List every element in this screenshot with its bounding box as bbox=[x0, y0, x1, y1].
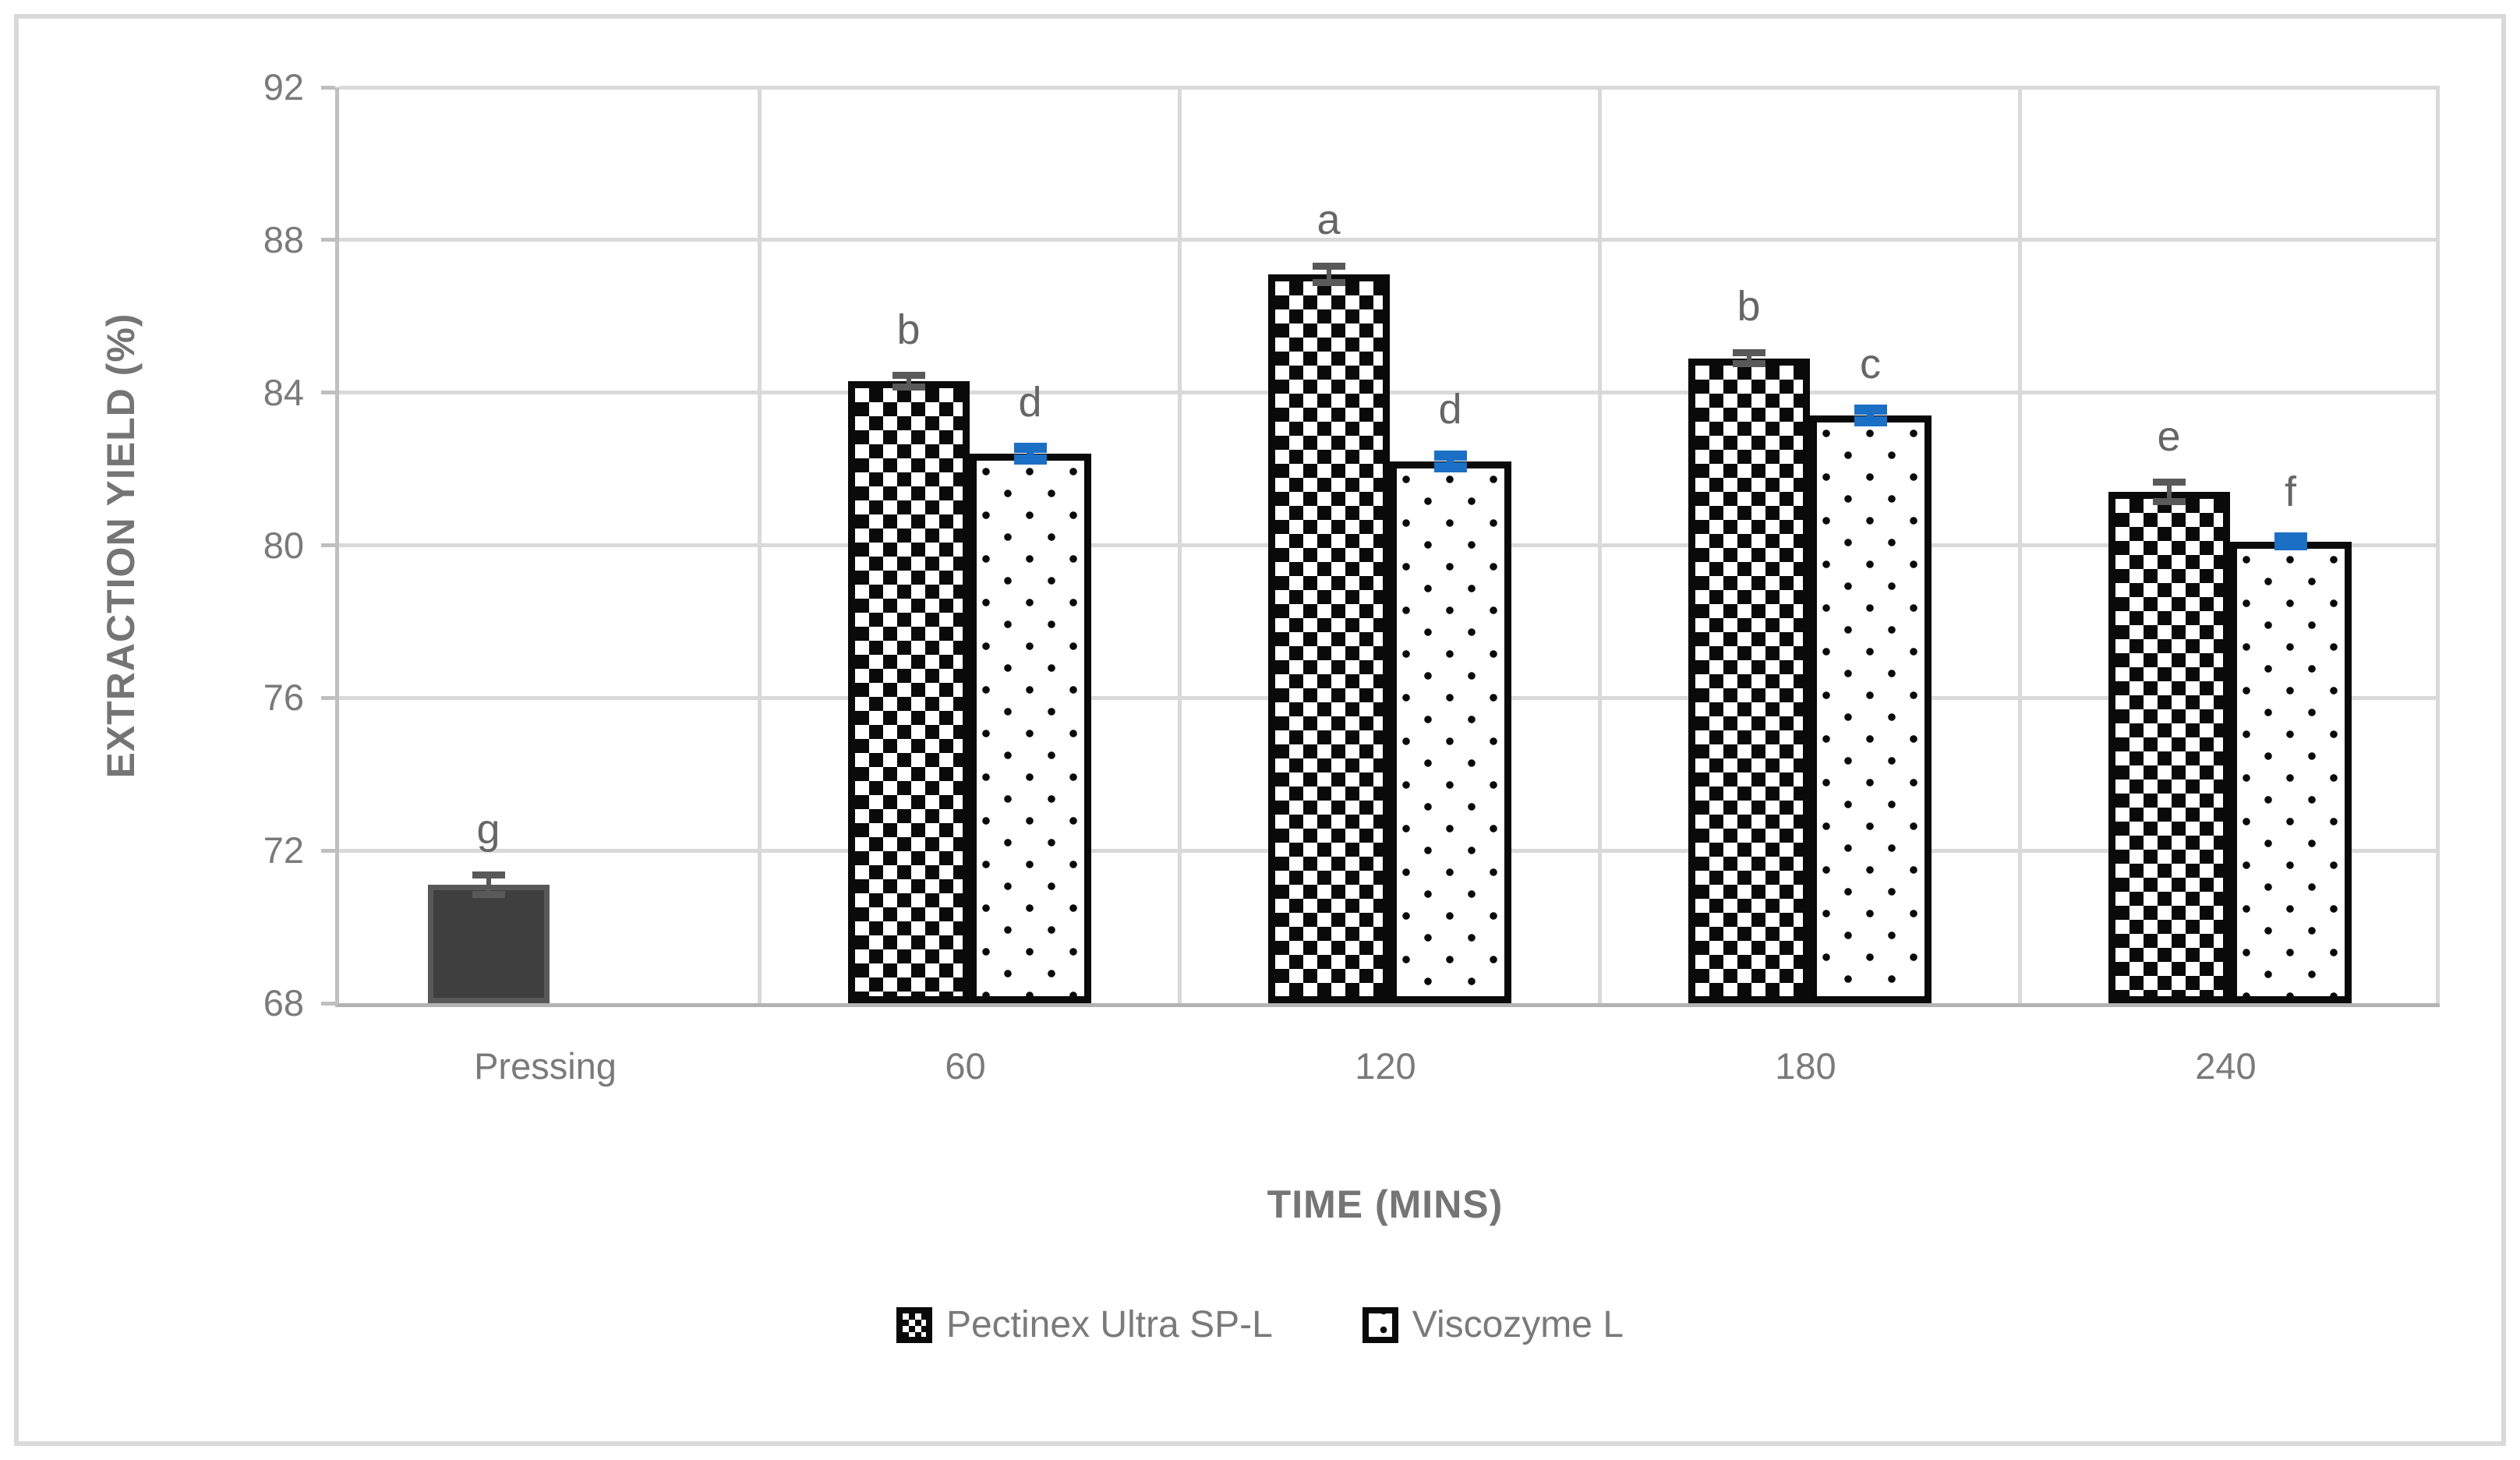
error-bar-pectinex-ultra-sp-l-180 bbox=[1732, 348, 1765, 368]
plot-area: 68 72 76 80 84 88 92 g b d a d b c e f bbox=[263, 69, 2440, 1021]
gridline-x-4 bbox=[2017, 87, 2022, 1003]
legend-item-viscozyme-l: Viscozyme L bbox=[1362, 1303, 1624, 1347]
gridline-x-5 bbox=[2436, 87, 2440, 1003]
y-tick-label-80: 80 bbox=[263, 524, 304, 566]
error-stem bbox=[1326, 262, 1331, 287]
significance-letter-180-c: c bbox=[1860, 340, 1881, 387]
legend-swatch-dots-icon bbox=[1362, 1307, 1398, 1343]
error-bar-pressing-pressing bbox=[472, 871, 505, 898]
legend-item-pectinex-ultra-sp-l: Pectinex Ultra SP-L bbox=[896, 1303, 1273, 1347]
y-tick-label-72: 72 bbox=[263, 829, 304, 871]
x-label-180: 180 bbox=[1775, 1045, 1836, 1087]
bar-pressing-pressing bbox=[427, 885, 550, 1003]
y-axis-tick-80 bbox=[321, 543, 335, 547]
error-stem bbox=[906, 372, 911, 391]
bar-pectinex-ultra-sp-l-240 bbox=[2108, 491, 2230, 1003]
error-stem bbox=[486, 871, 491, 898]
bar-pectinex-ultra-sp-l-60 bbox=[847, 380, 970, 1003]
gridline-y-84 bbox=[339, 391, 2440, 395]
bar-viscozyme-l-180 bbox=[1809, 415, 1932, 1003]
error-stem bbox=[1027, 443, 1034, 465]
significance-letter-240-e: e bbox=[2157, 412, 2181, 460]
error-stem bbox=[2287, 532, 2294, 550]
legend: Pectinex Ultra SP-L Viscozyme L bbox=[0, 1303, 2520, 1347]
bar-viscozyme-l-120 bbox=[1389, 461, 1511, 1003]
y-tick-label-76: 76 bbox=[263, 677, 304, 719]
y-axis-tick-68 bbox=[321, 1001, 335, 1006]
bar-pectinex-ultra-sp-l-120 bbox=[1267, 274, 1390, 1003]
significance-letter-120-a: a bbox=[1317, 196, 1341, 244]
significance-letter-pressing-g: g bbox=[476, 806, 500, 853]
y-axis-tick-76 bbox=[321, 695, 335, 700]
gridline-y-92 bbox=[339, 85, 2440, 90]
x-label-240: 240 bbox=[2195, 1045, 2257, 1087]
legend-label-pectinex-ultra-sp-l: Pectinex Ultra SP-L bbox=[945, 1304, 1273, 1345]
bar-viscozyme-l-60 bbox=[969, 454, 1091, 1003]
legend-swatch-crosshatch-icon bbox=[896, 1307, 932, 1343]
y-tick-label-68: 68 bbox=[263, 982, 304, 1023]
significance-letter-120-d: d bbox=[1438, 386, 1462, 433]
legend-label-viscozyme-l: Viscozyme L bbox=[1412, 1304, 1624, 1345]
y-axis-tick-92 bbox=[321, 85, 335, 90]
error-bar-viscozyme-l-120 bbox=[1433, 450, 1467, 472]
significance-letter-60-d: d bbox=[1018, 378, 1042, 426]
error-bar-pectinex-ultra-sp-l-120 bbox=[1312, 262, 1345, 287]
error-stem bbox=[1746, 348, 1751, 368]
gridline-x-2 bbox=[1177, 87, 1182, 1003]
y-tick-label-84: 84 bbox=[263, 371, 304, 413]
y-tick-label-92: 92 bbox=[263, 66, 304, 108]
bar-pectinex-ultra-sp-l-180 bbox=[1688, 358, 1810, 1003]
y-axis-tick-84 bbox=[321, 391, 335, 395]
figure-border bbox=[14, 14, 2506, 1446]
error-bar-viscozyme-l-180 bbox=[1854, 405, 1887, 426]
error-bar-viscozyme-l-240 bbox=[2274, 532, 2307, 550]
error-bar-pectinex-ultra-sp-l-60 bbox=[892, 372, 925, 391]
bar-viscozyme-l-240 bbox=[2229, 541, 2352, 1003]
error-stem bbox=[2166, 479, 2172, 505]
error-stem bbox=[1447, 450, 1454, 472]
error-stem bbox=[1867, 405, 1874, 426]
gridline-y-88 bbox=[339, 238, 2440, 242]
x-label-pressing: Pressing bbox=[474, 1045, 617, 1087]
y-axis-title: EXTRACTION YIELD (%) bbox=[99, 313, 143, 779]
gridline-x-3 bbox=[1597, 87, 1602, 1003]
y-tick-label-88: 88 bbox=[263, 218, 304, 260]
y-axis-tick-72 bbox=[321, 848, 335, 853]
x-axis-title: TIME (MINS) bbox=[1267, 1182, 1504, 1226]
error-bar-viscozyme-l-60 bbox=[1013, 443, 1047, 465]
significance-letter-60-b: b bbox=[896, 306, 921, 353]
y-axis-tick-88 bbox=[321, 238, 335, 242]
x-label-60: 60 bbox=[945, 1045, 986, 1087]
error-bar-pectinex-ultra-sp-l-240 bbox=[2152, 479, 2186, 505]
significance-letter-180-b: b bbox=[1737, 283, 1761, 331]
x-label-120: 120 bbox=[1355, 1045, 1416, 1087]
gridline-x-1 bbox=[757, 87, 762, 1003]
significance-letter-240-f: f bbox=[2284, 468, 2296, 515]
